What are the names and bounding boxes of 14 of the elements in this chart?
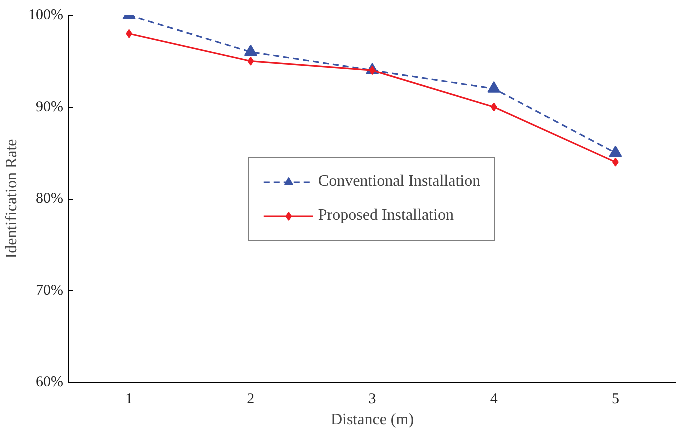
legend-label: Proposed Installation — [318, 206, 454, 224]
legend-label: Conventional Installation — [318, 172, 481, 190]
x-tick-label: 3 — [368, 392, 376, 408]
x-tick-label: 5 — [612, 392, 620, 408]
y-tick-label: 100% — [28, 8, 64, 24]
x-tick-label: 4 — [490, 392, 498, 408]
y-tick-label: 70% — [36, 282, 64, 299]
x-tick-label: 1 — [126, 392, 134, 408]
y-axis-title: Identification Rate — [4, 139, 21, 259]
y-tick-label: 90% — [36, 99, 64, 116]
y-tick-label: 60% — [36, 374, 64, 390]
y-tick-label: 80% — [36, 191, 64, 207]
x-axis-title: Distance (m) — [330, 412, 414, 428]
x-tick-label: 2 — [247, 392, 255, 408]
